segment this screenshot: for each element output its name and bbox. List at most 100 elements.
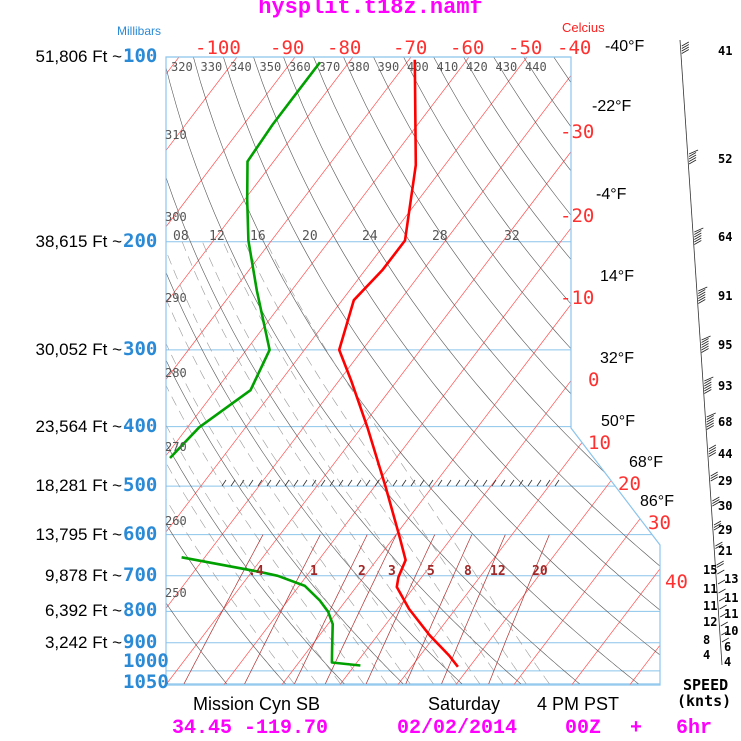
theta-label: 360 (289, 60, 311, 74)
wind-barb (706, 412, 716, 418)
fahrenheit-label: -40°F (605, 38, 645, 55)
wind-barb (698, 296, 706, 302)
height-label: 23,564 Ft ~ (35, 416, 122, 436)
isotherm (166, 57, 238, 685)
mixing-ratio-line (441, 534, 506, 685)
wind-barb (688, 154, 697, 160)
moist-adiabat (166, 241, 365, 685)
wind-barb (681, 49, 690, 54)
wind-speed-label: 91 (718, 289, 733, 303)
isotherm (166, 57, 180, 685)
hatch-mark (365, 479, 371, 487)
height-label: 38,615 Ft ~ (35, 231, 122, 251)
forecast-day: Saturday (428, 694, 501, 714)
moist-adiabat (166, 241, 341, 685)
theta-label: 300 (165, 210, 187, 224)
wind-barb (706, 415, 714, 420)
wind-speed-label: 11 (724, 591, 739, 605)
temp-label-top: -70 (393, 37, 428, 59)
wind-barb (681, 46, 690, 52)
wind-barb (717, 569, 725, 575)
theta-label: 270 (165, 440, 187, 454)
dry-adiabat (313, 57, 660, 685)
height-label: 9,878 Ft ~ (44, 565, 122, 585)
dewpoint-line (169, 61, 322, 459)
pressure-label: 900 (123, 630, 158, 653)
temp-label-right: -10 (560, 287, 595, 309)
theta-label: 350 (259, 60, 282, 74)
profiles (169, 59, 459, 668)
hatch-mark (464, 479, 470, 487)
fahrenheit-label: -4°F (596, 186, 627, 203)
hatch-mark (473, 479, 479, 487)
mixing-ratio-label: 5 (427, 564, 435, 579)
hatch-mark (248, 479, 254, 487)
wind-barb (704, 384, 712, 389)
hatch-mark (491, 479, 497, 487)
wind-speed-label: 68 (718, 415, 733, 429)
station-name: Mission Cyn SB (193, 694, 321, 714)
wind-barb (713, 525, 722, 531)
wind-barb (681, 44, 690, 49)
hatch-mark (230, 479, 236, 487)
theta-label: 340 (230, 60, 252, 74)
mixing-ratio-label: .4 (248, 564, 264, 579)
dry-adiabats (166, 57, 660, 685)
mixing-ratio-lines (183, 534, 550, 685)
wind-speed-label: 29 (718, 523, 733, 537)
500mb-hatch (221, 479, 560, 487)
moist-adiabat-label: 24 (362, 229, 378, 244)
hatch-mark (545, 479, 551, 487)
hatch-mark (221, 479, 227, 487)
pressure-label: 400 (123, 414, 158, 437)
hatch-mark (275, 479, 281, 487)
moist-adiabat (222, 241, 504, 685)
wind-barb (719, 612, 728, 618)
wind-speed-label: 95 (718, 338, 733, 352)
wind-speed-label: 29 (718, 474, 733, 488)
fahrenheit-label: 68°F (629, 454, 663, 471)
height-label: 30,052 Ft ~ (35, 339, 122, 359)
theta-label: 410 (436, 60, 459, 74)
theta-label: 390 (377, 60, 400, 74)
moist-adiabat (166, 241, 318, 685)
hatch-mark (554, 479, 560, 487)
theta-label: 420 (466, 60, 488, 74)
wind-speed-label: 93 (718, 379, 733, 393)
mixing-ratio-label: 20 (532, 564, 548, 579)
theta-label: 370 (318, 60, 341, 74)
hatch-mark (509, 479, 515, 487)
theta-label: 310 (165, 128, 187, 142)
temp-label-right: 40 (665, 571, 688, 593)
hatch-mark (536, 479, 542, 487)
hatch-mark (437, 479, 443, 487)
wind-speed-label: 44 (718, 447, 733, 461)
temp-label-right: 30 (648, 512, 671, 534)
moist-adiabat-label: 32 (504, 229, 520, 244)
wind-barb (694, 235, 702, 240)
hatch-mark (338, 479, 344, 487)
hatch-mark (518, 479, 524, 487)
wind-barb (720, 621, 728, 627)
height-label: 3,242 Ft ~ (44, 632, 122, 652)
dry-adiabat (166, 57, 580, 685)
hatch-mark (239, 479, 245, 487)
temp-label-right: 0 (588, 369, 600, 391)
chart-title: hysplit.t18z.namf (258, 0, 483, 20)
speed-unit: (knts) (677, 692, 732, 710)
isotherm (0, 57, 63, 685)
temp-label-right: 10 (588, 432, 611, 454)
hatch-mark (311, 479, 317, 487)
lat-lon: 34.45 -119.70 (172, 717, 329, 740)
wind-barb (719, 604, 727, 610)
temp-label-right: -30 (560, 121, 595, 143)
wind-barb (701, 348, 709, 353)
moist-adiabat-label: 16 (250, 229, 266, 244)
hatch-mark (482, 479, 488, 487)
wind-speed-label: 4 (703, 648, 711, 662)
hatch-mark (347, 479, 353, 487)
forecast-date: 02/02/2014 (397, 717, 518, 740)
mixing-ratio-label: 2 (358, 564, 366, 579)
temp-label-top: -100 (195, 37, 241, 59)
